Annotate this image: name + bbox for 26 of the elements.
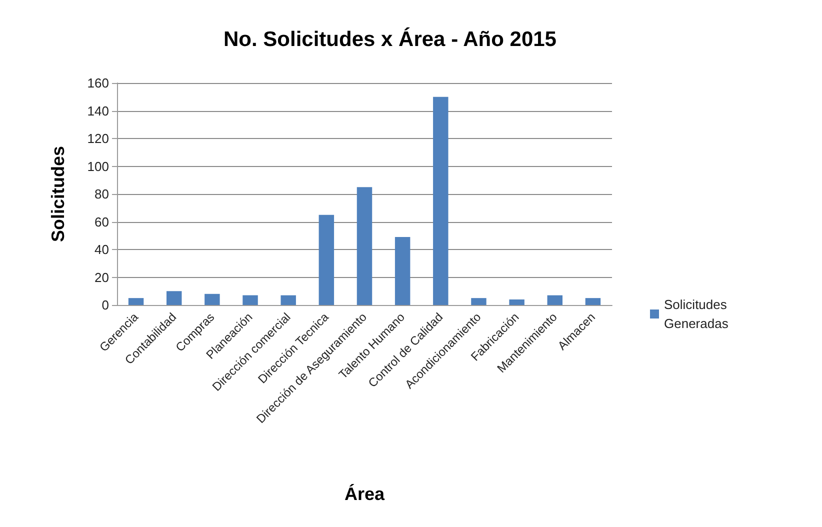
y-tick-label: 60 — [94, 214, 109, 230]
bar — [166, 291, 182, 305]
bar — [509, 299, 524, 305]
bar — [318, 214, 334, 305]
bar — [128, 298, 144, 305]
y-tick-label: 100 — [87, 158, 109, 174]
y-tick-label: 140 — [87, 103, 109, 118]
y-tick-label: 20 — [94, 270, 109, 285]
y-tick-label: 80 — [94, 186, 109, 202]
chart-title: No. Solicitudes x Área - Año 2015 — [224, 27, 557, 51]
y-tick-label: 120 — [87, 131, 109, 146]
bar — [471, 298, 486, 305]
bar — [356, 187, 372, 305]
bar — [242, 295, 258, 305]
y-tick-label: 0 — [102, 298, 109, 312]
bar — [433, 96, 448, 305]
y-axis-title: Solicitudes — [48, 146, 68, 242]
y-tick-label: 40 — [94, 242, 109, 257]
bar — [280, 295, 296, 305]
legend-label: Solicitudes Generadas — [664, 297, 730, 331]
bar — [585, 298, 601, 305]
bar — [394, 237, 410, 305]
x-axis-title: Área — [344, 484, 386, 504]
y-tick-label: 160 — [87, 76, 109, 90]
bar — [547, 295, 562, 305]
bar — [204, 294, 220, 305]
